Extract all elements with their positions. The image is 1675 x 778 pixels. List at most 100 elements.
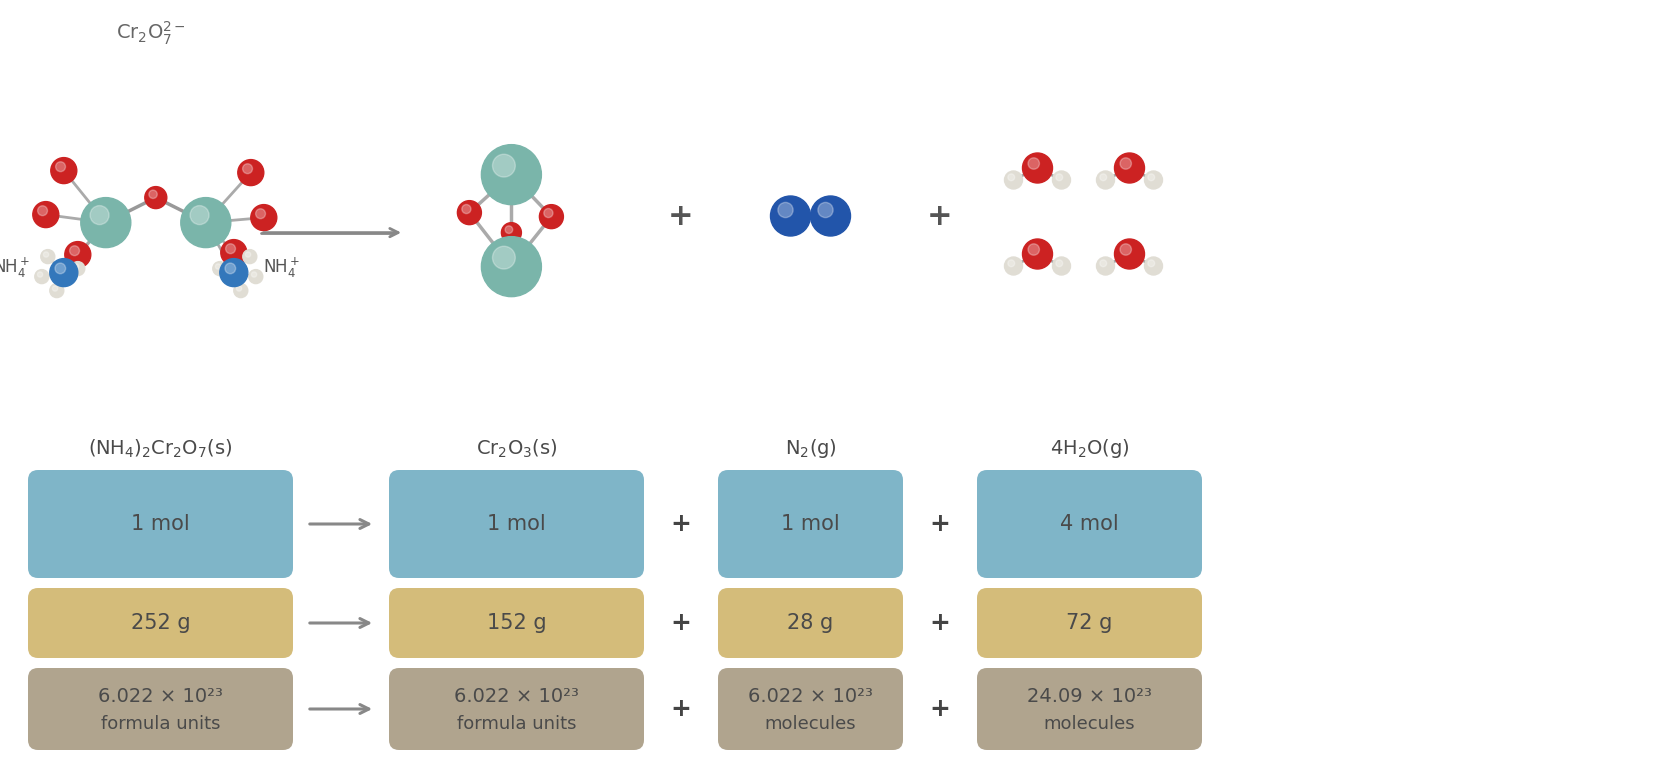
Circle shape [37,272,42,277]
Circle shape [221,240,246,265]
Circle shape [251,205,276,230]
Circle shape [35,270,49,284]
Text: +: + [928,202,953,230]
Circle shape [481,145,541,205]
Circle shape [37,205,47,216]
Circle shape [1114,239,1144,269]
Circle shape [55,263,65,274]
Circle shape [50,284,64,298]
Text: 6.022 × 10²³: 6.022 × 10²³ [99,686,223,706]
Circle shape [250,270,263,284]
Circle shape [1055,260,1062,267]
Circle shape [506,226,513,233]
Circle shape [235,284,248,298]
Circle shape [34,202,59,228]
Circle shape [539,205,563,229]
Circle shape [226,244,236,254]
Text: 6.022 × 10²³: 6.022 × 10²³ [454,686,580,706]
Text: +: + [930,512,950,536]
Circle shape [457,201,481,225]
Circle shape [246,252,251,258]
FancyBboxPatch shape [977,470,1203,578]
FancyBboxPatch shape [28,470,293,578]
Circle shape [144,187,168,209]
Text: molecules: molecules [1044,715,1136,733]
Text: (NH$_4$)$_2$Cr$_2$O$_7$(s): (NH$_4$)$_2$Cr$_2$O$_7$(s) [89,438,233,460]
Text: 1 mol: 1 mol [487,514,546,534]
Circle shape [189,205,209,225]
Text: formula units: formula units [100,715,219,733]
Circle shape [40,250,55,264]
FancyBboxPatch shape [389,470,643,578]
Circle shape [492,247,516,269]
Circle shape [1005,257,1022,275]
Text: +: + [930,697,950,721]
Circle shape [243,250,256,264]
Circle shape [70,261,85,275]
Circle shape [1052,171,1070,189]
Text: 24.09 × 10²³: 24.09 × 10²³ [1027,686,1152,706]
Circle shape [50,258,77,286]
Circle shape [1008,260,1015,267]
FancyBboxPatch shape [28,668,293,750]
Text: NH$_4^+$: NH$_4^+$ [263,255,300,280]
Circle shape [1114,153,1144,183]
Circle shape [251,272,256,277]
Circle shape [90,205,109,225]
Circle shape [481,237,541,296]
FancyBboxPatch shape [28,588,293,658]
Circle shape [770,196,811,236]
Circle shape [544,209,553,218]
Circle shape [1022,239,1052,269]
Text: +: + [670,512,692,536]
Circle shape [1097,257,1114,275]
Text: 4 mol: 4 mol [1060,514,1119,534]
Circle shape [1097,171,1114,189]
Circle shape [216,264,221,269]
Text: 6.022 × 10²³: 6.022 × 10²³ [749,686,873,706]
Circle shape [70,246,79,256]
Circle shape [50,158,77,184]
Circle shape [1144,171,1162,189]
Text: formula units: formula units [457,715,576,733]
Text: 1 mol: 1 mol [131,514,189,534]
Text: NH$_4^+$: NH$_4^+$ [0,255,30,280]
Circle shape [80,198,131,247]
Text: +: + [668,202,693,230]
Circle shape [1147,260,1154,267]
Text: N$_2$(g): N$_2$(g) [784,437,836,460]
Circle shape [55,162,65,172]
Circle shape [777,202,792,218]
FancyBboxPatch shape [719,588,903,658]
Circle shape [65,242,90,268]
Circle shape [1121,158,1131,169]
Circle shape [1008,173,1015,180]
Text: 28 g: 28 g [787,613,834,633]
FancyBboxPatch shape [977,588,1203,658]
Circle shape [52,286,57,291]
Text: Cr$_2$O$_3$(s): Cr$_2$O$_3$(s) [476,438,558,460]
Text: +: + [670,611,692,635]
Circle shape [817,202,832,218]
Text: molecules: molecules [765,715,856,733]
Text: 1 mol: 1 mol [781,514,839,534]
FancyBboxPatch shape [389,588,643,658]
Text: +: + [670,697,692,721]
Circle shape [44,252,49,258]
Circle shape [1147,173,1154,180]
Circle shape [238,159,263,186]
FancyBboxPatch shape [389,668,643,750]
Circle shape [1144,257,1162,275]
Circle shape [74,264,79,269]
Circle shape [501,223,521,243]
Circle shape [219,258,248,286]
Circle shape [243,163,253,173]
Text: 252 g: 252 g [131,613,191,633]
Circle shape [1028,244,1040,255]
Circle shape [1052,257,1070,275]
Circle shape [1100,173,1107,180]
Circle shape [236,286,241,291]
Text: 4H$_2$O(g): 4H$_2$O(g) [1050,437,1129,460]
Circle shape [462,205,471,214]
Circle shape [811,196,851,236]
